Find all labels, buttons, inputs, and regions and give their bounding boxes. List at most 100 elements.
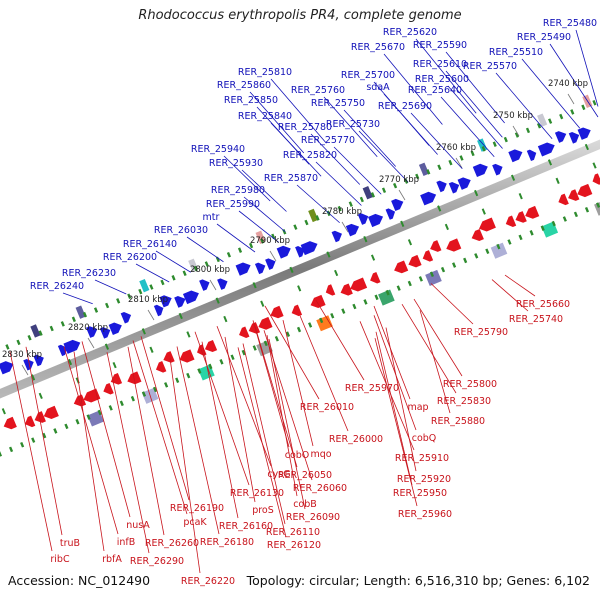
kbp-leader xyxy=(269,250,277,262)
ruler-tick xyxy=(127,293,132,300)
reverse-leader xyxy=(9,351,53,552)
forward-gene-arrow xyxy=(276,245,291,259)
ruler-tick xyxy=(407,280,412,287)
reverse-leader xyxy=(282,320,314,447)
reverse-gene-label: cysG xyxy=(267,469,290,480)
ruler-tick xyxy=(319,317,324,324)
ruler-tick xyxy=(31,437,36,443)
feature-box xyxy=(477,138,488,152)
ruler-tick xyxy=(363,299,368,305)
reverse-leader xyxy=(266,335,298,497)
forward-gene-label: RER_25600 xyxy=(415,74,469,85)
ruler-tick xyxy=(197,368,202,374)
forward-leader xyxy=(310,133,361,185)
forward-leader xyxy=(575,29,599,107)
reverse-leader xyxy=(201,341,239,519)
reverse-gene-arrow xyxy=(179,349,195,363)
reverse-gene-label: pcaK xyxy=(183,517,207,528)
reverse-gene-arrow xyxy=(370,271,381,284)
minor-tick xyxy=(141,328,146,335)
forward-gene-label: RER_25770 xyxy=(301,135,355,146)
forward-gene-label: RER_25510 xyxy=(489,47,543,58)
ruler-tick xyxy=(119,400,124,407)
kbp-leader xyxy=(341,221,349,233)
ruler-tick xyxy=(249,242,254,249)
forward-gene-arrow xyxy=(537,142,555,157)
reverse-gene-label: RER_25790 xyxy=(454,327,508,338)
ruler-tick xyxy=(536,122,542,129)
forward-gene-label: RER_25860 xyxy=(217,80,271,91)
reverse-leader xyxy=(299,315,349,432)
ruler-tick xyxy=(452,262,457,268)
reverse-gene-label: RER_25950 xyxy=(393,488,447,499)
reverse-gene-label: RER_26120 xyxy=(267,540,321,551)
forward-gene-arrow xyxy=(436,180,447,193)
ruler-tick xyxy=(404,178,409,184)
ruler-tick xyxy=(374,294,379,301)
ruler-tick xyxy=(138,288,143,295)
accession-text: Accession: NC_012490 xyxy=(8,573,151,588)
reverse-leader xyxy=(264,305,320,400)
reverse-gene-label: RER_25660 xyxy=(516,299,570,310)
reverse-gene-label: RER_26260 xyxy=(145,538,199,549)
feature-box xyxy=(490,242,508,259)
minor-tick xyxy=(223,315,228,323)
label-leaders xyxy=(9,29,599,574)
ruler-tick xyxy=(393,182,398,189)
ruler-tick xyxy=(359,196,364,203)
forward-gene-label: RER_25670 xyxy=(351,42,405,53)
reverse-leader xyxy=(491,279,529,312)
reverse-gene-arrow xyxy=(310,294,326,309)
forward-gene-label: RER_25990 xyxy=(206,199,260,210)
forward-gene-label: RER_25750 xyxy=(311,98,365,109)
reverse-leader xyxy=(194,331,250,486)
forward-leader xyxy=(495,72,553,140)
reverse-leader xyxy=(81,341,131,518)
reverse-gene-arrow xyxy=(558,193,569,206)
reverse-gene-label: RER_25800 xyxy=(443,379,497,390)
reverse-gene-arrow xyxy=(3,416,17,430)
forward-gene-label: RER_25620 xyxy=(383,27,437,38)
forward-gene-arrow xyxy=(526,149,537,162)
forward-gene-label: RER_25850 xyxy=(224,95,278,106)
ruler-tick xyxy=(570,109,575,115)
kbp-label: 2790 kbp xyxy=(250,236,290,246)
ruler-tick xyxy=(252,345,257,351)
reverse-leader xyxy=(430,283,474,325)
forward-gene-arrow xyxy=(508,149,523,163)
ruler-tick xyxy=(97,409,102,416)
minor-tick xyxy=(112,361,117,369)
ruler-tick xyxy=(16,339,21,346)
ruler-tick xyxy=(470,150,475,157)
reverse-leader xyxy=(268,338,306,510)
forward-gene-arrow xyxy=(448,181,460,194)
forward-leader xyxy=(270,78,327,144)
reverse-gene-label: RER_26010 xyxy=(300,402,354,413)
forward-gene-label: RER_25700 xyxy=(341,70,395,81)
ruler-tick xyxy=(507,239,512,245)
minor-tick xyxy=(31,374,36,381)
reverse-gene-label: RER_25830 xyxy=(437,396,491,407)
reverse-gene-arrow xyxy=(505,215,517,228)
ruler-tick xyxy=(105,302,110,309)
ruler-tick xyxy=(141,391,147,397)
kbp-label: 2830 kbp xyxy=(2,350,42,360)
reverse-gene-arrow xyxy=(248,322,261,334)
reverse-gene-arrow xyxy=(155,361,167,373)
feature-box xyxy=(537,113,548,127)
minor-tick xyxy=(444,223,449,231)
ruler-tick xyxy=(263,340,268,347)
reverse-leader xyxy=(252,320,290,448)
ruler-tick xyxy=(75,418,80,425)
forward-gene-arrow xyxy=(265,258,276,270)
ruler-tick xyxy=(116,298,121,304)
forward-gene-label: RER_25570 xyxy=(463,61,517,72)
forward-gene-arrow xyxy=(217,278,228,290)
reverse-gene-label: infB xyxy=(117,537,136,548)
ruler-tick xyxy=(160,279,165,286)
forward-leader xyxy=(440,96,495,158)
forward-gene-label: RER_25940 xyxy=(191,144,245,155)
forward-leader xyxy=(383,93,438,155)
forward-gene-label: RER_25930 xyxy=(209,158,263,169)
forward-leader xyxy=(155,250,191,273)
